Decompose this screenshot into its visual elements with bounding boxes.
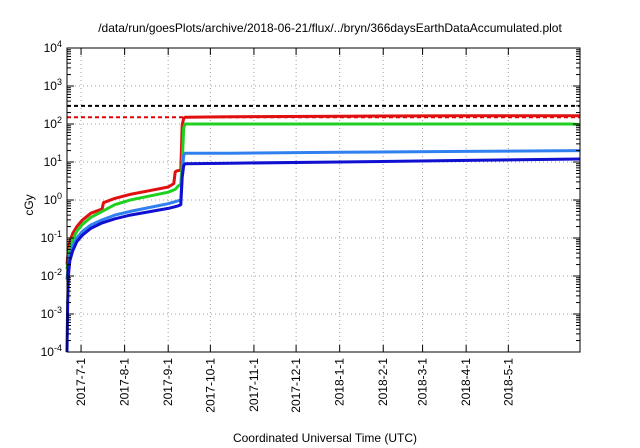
x-tick-label: 2018-5-1 <box>501 358 515 406</box>
y-tick-label: 103 <box>44 77 62 93</box>
x-tick-label: 2017-8-1 <box>118 358 132 406</box>
y-tick-label: 101 <box>44 153 62 169</box>
x-tick-label: 2017-7-1 <box>74 358 88 406</box>
y-tick-label: 100 <box>44 191 62 207</box>
plot-border <box>66 47 581 353</box>
y-axis-title: cGy <box>22 194 36 215</box>
x-tick-label: 2018-3-1 <box>416 358 430 406</box>
series-line-3 <box>65 149 581 280</box>
x-tick-label: 2017-9-1 <box>161 358 175 406</box>
grid <box>67 48 580 352</box>
x-tick-label: 2018-2-1 <box>376 358 390 406</box>
y-tick-label: 10-2 <box>41 267 62 283</box>
series-line-1 <box>65 114 580 265</box>
chart-title: /data/run/goesPlots/archive/2018-06-21/f… <box>98 21 562 35</box>
x-tick-label: 2017-12-1 <box>289 358 303 413</box>
series-line-4 <box>65 157 581 353</box>
reference-lines <box>67 104 580 119</box>
x-tick-label: 2017-11-1 <box>247 358 261 412</box>
axes: 10-4 10-3 10-2 10-1 100 101 102 103 104 2017-7-1 2… <box>41 39 581 413</box>
series-line-2 <box>65 122 581 270</box>
series-group <box>65 114 581 353</box>
y-tick-label: 102 <box>44 115 62 131</box>
x-tick-label: 2018-1-1 <box>333 358 347 406</box>
y-tick-label: 104 <box>44 39 62 55</box>
x-axis-title: Coordinated Universal Time (UTC) <box>233 431 417 445</box>
y-tick-label: 10-3 <box>41 305 62 321</box>
x-tick-label: 2018-4-1 <box>459 358 473 406</box>
y-tick-label: 10-1 <box>41 229 62 245</box>
y-tick-label: 10-4 <box>41 343 62 359</box>
x-tick-label: 2017-10-1 <box>203 358 217 413</box>
